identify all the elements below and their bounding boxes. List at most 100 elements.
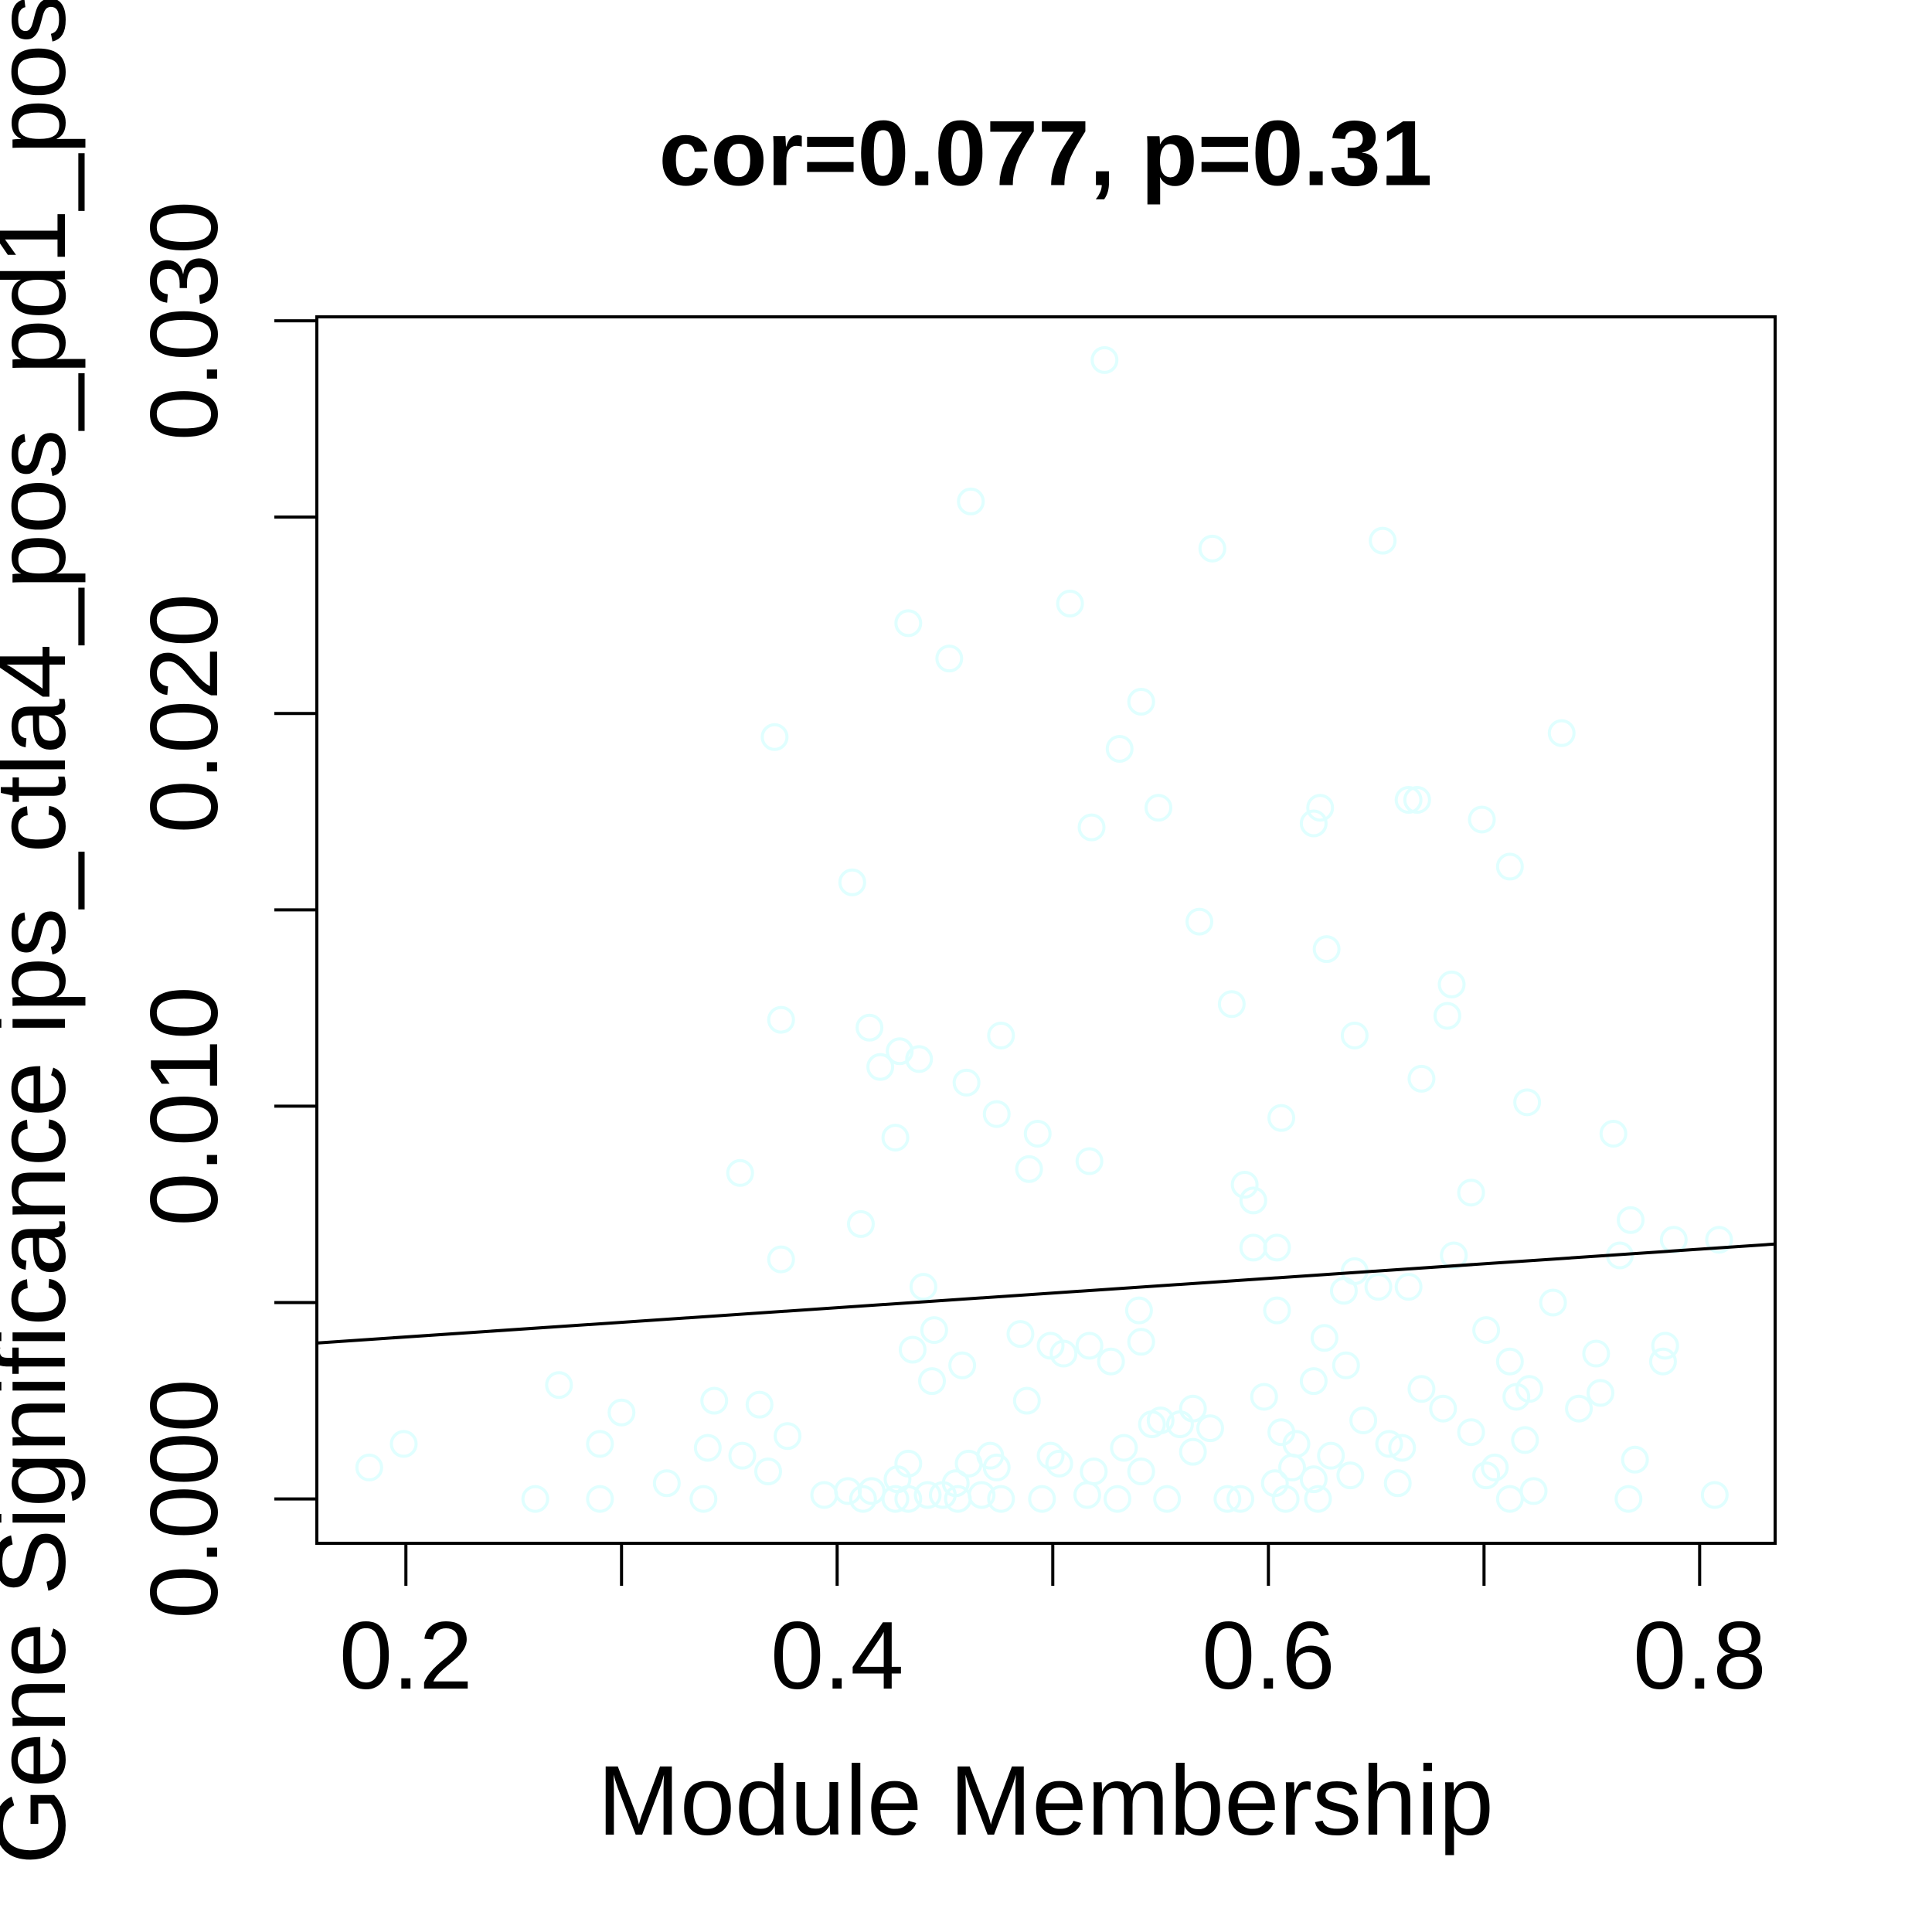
point xyxy=(1217,990,1246,1019)
point xyxy=(689,1485,718,1513)
point xyxy=(1495,1347,1524,1376)
point xyxy=(1599,1119,1628,1148)
point xyxy=(810,1481,838,1509)
y-tick-label: 0.000 xyxy=(131,1379,238,1618)
point xyxy=(652,1469,681,1498)
x-tick-label: 0.6 xyxy=(1202,1603,1335,1709)
point xyxy=(1196,1414,1224,1443)
point xyxy=(1124,1296,1153,1325)
point xyxy=(982,1100,1011,1128)
point xyxy=(1263,1233,1291,1262)
x-tick-label: 0.2 xyxy=(339,1603,472,1709)
point xyxy=(1185,907,1214,936)
point xyxy=(1056,589,1084,617)
point xyxy=(881,1485,910,1513)
point xyxy=(1440,1241,1468,1270)
point xyxy=(1407,1375,1436,1403)
point xyxy=(1077,813,1106,842)
point xyxy=(1700,1481,1729,1509)
point xyxy=(1080,1458,1108,1486)
point xyxy=(1403,786,1431,815)
point xyxy=(898,1335,927,1364)
point xyxy=(1110,1434,1138,1462)
point xyxy=(1267,1104,1296,1132)
point xyxy=(894,1485,923,1513)
point xyxy=(1073,1481,1101,1509)
x-axis-label: Module Membership xyxy=(597,1746,1494,1856)
point xyxy=(1394,1273,1423,1301)
point xyxy=(700,1386,729,1415)
point xyxy=(1495,1485,1524,1513)
point xyxy=(767,1245,795,1274)
point xyxy=(1429,1394,1458,1423)
point xyxy=(1519,1477,1548,1505)
point xyxy=(1437,970,1466,998)
point xyxy=(1369,526,1397,555)
point xyxy=(944,1485,972,1513)
point xyxy=(1394,786,1423,815)
point xyxy=(1340,1021,1369,1049)
point xyxy=(1586,1379,1614,1407)
x-tick-label: 0.8 xyxy=(1633,1603,1766,1709)
point xyxy=(586,1430,614,1458)
point xyxy=(1621,1445,1649,1474)
point xyxy=(1457,1179,1485,1207)
point xyxy=(728,1441,757,1470)
point xyxy=(607,1398,636,1427)
point xyxy=(1145,794,1173,822)
point xyxy=(1481,1453,1509,1481)
point xyxy=(849,1485,877,1513)
point xyxy=(1299,1367,1328,1396)
point xyxy=(855,1013,884,1042)
point xyxy=(1036,1441,1065,1470)
point xyxy=(1179,1394,1207,1423)
point xyxy=(1582,1339,1611,1368)
point xyxy=(1310,1324,1338,1352)
point xyxy=(905,1045,934,1073)
point xyxy=(753,1458,782,1486)
point xyxy=(745,1390,774,1419)
point xyxy=(1364,1273,1393,1301)
y-tick-label: 0.010 xyxy=(131,986,238,1226)
point xyxy=(1250,1383,1278,1411)
point xyxy=(1049,1339,1078,1368)
point xyxy=(918,1367,947,1396)
point xyxy=(1127,1328,1155,1356)
point xyxy=(928,1481,957,1509)
fit-line xyxy=(316,1242,1776,1345)
point xyxy=(767,1005,795,1034)
point xyxy=(1198,534,1226,563)
point xyxy=(1336,1461,1365,1490)
point xyxy=(1407,1064,1436,1093)
point xyxy=(920,1316,948,1345)
point xyxy=(1263,1296,1291,1325)
y-tick-label: 0.030 xyxy=(131,201,238,440)
point xyxy=(1239,1186,1267,1215)
point xyxy=(1472,1461,1501,1490)
point xyxy=(1045,1449,1073,1478)
point xyxy=(1502,1383,1531,1411)
point xyxy=(1329,1277,1358,1305)
point xyxy=(957,487,985,515)
y-tick-label: 0.020 xyxy=(131,594,238,833)
point xyxy=(1103,1485,1131,1513)
point xyxy=(389,1430,418,1458)
point xyxy=(1648,1347,1677,1376)
point xyxy=(1513,1088,1542,1117)
point xyxy=(1617,1206,1645,1234)
point xyxy=(1565,1394,1594,1423)
point xyxy=(881,1124,910,1152)
point xyxy=(1127,688,1155,716)
plot-frame xyxy=(315,315,1777,1545)
point xyxy=(1468,805,1496,834)
x-tick-label: 0.4 xyxy=(770,1603,903,1709)
point xyxy=(1105,734,1134,763)
point xyxy=(1015,1155,1043,1183)
point xyxy=(886,1037,914,1066)
point xyxy=(1075,1332,1104,1360)
point xyxy=(1457,1418,1485,1447)
point xyxy=(909,1273,937,1301)
point xyxy=(1153,1485,1182,1513)
point xyxy=(987,1485,1015,1513)
